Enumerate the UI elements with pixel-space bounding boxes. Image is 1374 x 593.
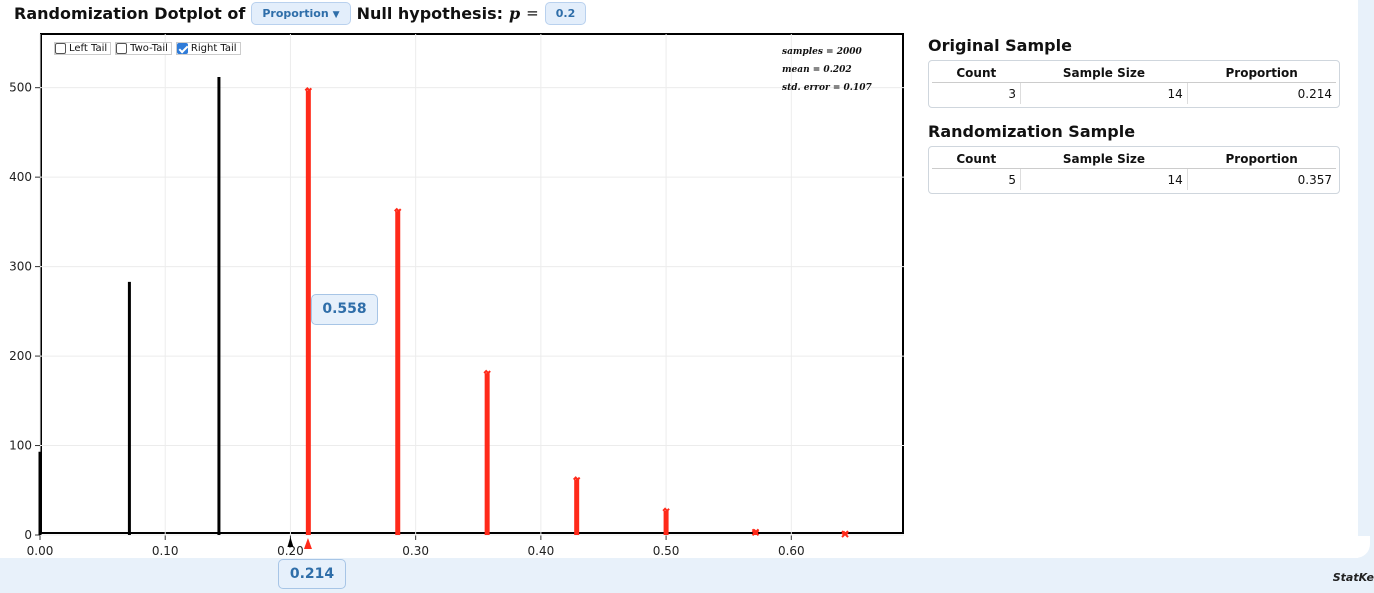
header: Randomization Dotplot of Proportion ▼ Nul… xyxy=(14,0,587,26)
observed-statistic-bubble[interactable]: 0.214 xyxy=(278,559,346,589)
mean-stat: mean = 0.202 xyxy=(782,65,852,75)
right-tail-toggle[interactable]: Right Tail xyxy=(175,42,241,55)
original-sample-size: 14 xyxy=(1020,82,1188,104)
right-tail-label: Right Tail xyxy=(190,43,237,54)
tail-dot-marker xyxy=(751,528,760,537)
null-hypothesis-label: Null hypothesis: xyxy=(356,3,503,23)
dotplot-title: Randomization Dotplot of xyxy=(14,3,246,23)
x-tick-label: 0.60 xyxy=(778,544,805,558)
statistic-dropdown[interactable]: Proportion ▼ xyxy=(251,1,351,25)
null-value-input[interactable]: 0.2 xyxy=(544,1,587,25)
y-tick-label: 500 xyxy=(9,81,32,95)
null-value-marker xyxy=(287,537,294,547)
randomization-count: 5 xyxy=(932,168,1022,190)
table-row: 5 14 0.357 xyxy=(932,168,1336,190)
x-tick-label: 0.20 xyxy=(277,544,304,558)
x-tick-label: 0.30 xyxy=(402,544,429,558)
summary-stats: samples = 2000 mean = 0.202 std. error =… xyxy=(782,43,872,97)
column-header-sample-size: Sample Size xyxy=(1020,150,1188,169)
column-header-proportion: Proportion xyxy=(1187,64,1336,83)
original-sample-table: Count Sample Size Proportion 3 14 0.214 xyxy=(928,60,1340,108)
equals-sign: = xyxy=(526,4,539,22)
x-tick-label: 0.00 xyxy=(27,544,54,558)
column-header-proportion: Proportion xyxy=(1187,150,1336,169)
left-tail-toggle[interactable]: Left Tail xyxy=(54,42,112,55)
sample-panel: Original Sample Count Sample Size Propor… xyxy=(928,36,1340,208)
tail-dot-cap xyxy=(662,507,670,513)
two-tail-toggle[interactable]: Two-Tail xyxy=(115,42,172,55)
tail-proportion-bubble[interactable]: 0.558 xyxy=(311,294,378,325)
column-header-sample-size: Sample Size xyxy=(1020,64,1188,83)
tail-dot-marker xyxy=(841,530,849,538)
column-header-count: Count xyxy=(932,64,1021,83)
right-tail-checkbox[interactable] xyxy=(176,43,188,54)
tail-dot-cap xyxy=(483,369,491,375)
brand-label: StatKe xyxy=(1332,571,1374,584)
bottom-band xyxy=(0,558,1374,593)
panel-corner xyxy=(1340,536,1370,558)
p-symbol: p xyxy=(508,3,521,23)
randomization-sample-table: Count Sample Size Proportion 5 14 0.357 xyxy=(928,146,1340,194)
y-tick-label: 100 xyxy=(9,439,32,453)
statistic-dropdown-label: Proportion xyxy=(262,6,329,20)
samples-stat: samples = 2000 xyxy=(782,47,862,57)
tail-dot-cap xyxy=(394,207,402,213)
cutoff-marker xyxy=(303,538,312,549)
x-tick-label: 0.40 xyxy=(528,544,555,558)
x-tick-label: 0.10 xyxy=(152,544,179,558)
right-margin-band xyxy=(1358,0,1374,558)
original-sample-title: Original Sample xyxy=(928,36,1072,55)
y-tick-label: 0 xyxy=(24,528,32,542)
tail-dot-cap xyxy=(304,86,313,92)
left-tail-checkbox[interactable] xyxy=(55,43,66,54)
chevron-down-icon: ▼ xyxy=(332,9,340,20)
original-count: 3 xyxy=(932,82,1022,104)
two-tail-label: Two-Tail xyxy=(130,43,168,54)
randomization-sample-title: Randomization Sample xyxy=(928,122,1136,141)
std-error-stat: std. error = 0.107 xyxy=(782,83,872,93)
table-row: 3 14 0.214 xyxy=(932,82,1336,104)
tail-options: Left Tail Two-Tail Right Tail xyxy=(54,42,241,55)
y-tick-label: 200 xyxy=(9,349,32,363)
two-tail-checkbox[interactable] xyxy=(116,43,128,54)
x-tick-label: 0.50 xyxy=(653,544,680,558)
left-tail-label: Left Tail xyxy=(69,43,108,54)
tail-dot-cap xyxy=(572,476,581,481)
randomization-proportion: 0.357 xyxy=(1297,172,1332,187)
column-header-count: Count xyxy=(932,150,1021,169)
y-tick-label: 300 xyxy=(9,260,32,274)
plot-frame xyxy=(40,33,904,534)
randomization-sample-size: 14 xyxy=(1020,168,1188,190)
y-tick-label: 400 xyxy=(9,170,32,184)
original-proportion: 0.214 xyxy=(1297,86,1332,101)
